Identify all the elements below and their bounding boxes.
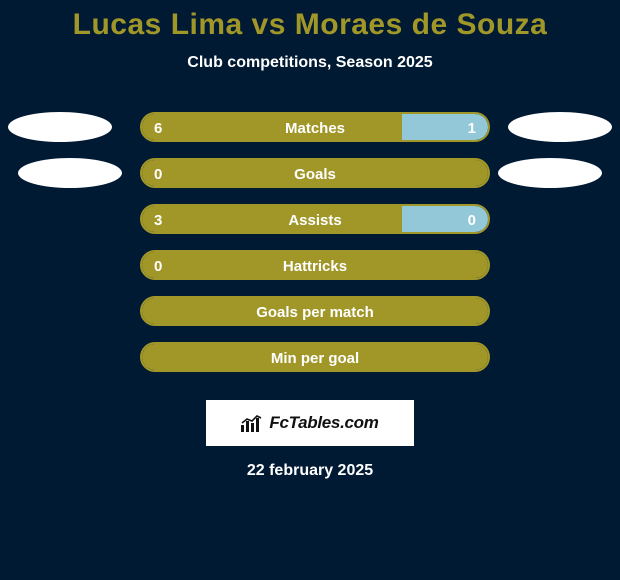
stat-bar: Min per goal [140,342,490,372]
chart-icon [241,414,263,432]
bar-left-fill [142,160,488,186]
bar-left-fill [142,206,402,232]
comparison-infographic: Lucas Lima vs Moraes de Souza Club compe… [0,0,620,580]
stat-row: Hattricks 0 [0,250,620,280]
bar-left-fill [142,114,402,140]
player-right-badge [498,158,602,188]
stat-bar: Assists 3 0 [140,204,490,234]
bar-right-fill [402,114,489,140]
stat-bar: Goals per match [140,296,490,326]
page-subtitle: Club competitions, Season 2025 [187,54,432,72]
player-right-badge [508,112,612,142]
page-title: Lucas Lima vs Moraes de Souza [73,8,548,42]
bar-left-fill [142,344,488,370]
stat-bar: Matches 6 1 [140,112,490,142]
player-left-badge [18,158,122,188]
stat-bar: Goals 0 [140,158,490,188]
stat-row: Min per goal [0,342,620,372]
bar-left-fill [142,298,488,324]
date-label: 22 february 2025 [247,462,373,480]
stat-row: Assists 3 0 [0,204,620,234]
brand-text: FcTables.com [269,413,378,433]
stat-rows: Matches 6 1 Goals 0 Assists 3 [0,112,620,388]
player-left-badge [8,112,112,142]
bar-left-fill [142,252,488,278]
stat-row: Matches 6 1 [0,112,620,142]
stat-row: Goals per match [0,296,620,326]
stat-row: Goals 0 [0,158,620,188]
stat-bar: Hattricks 0 [140,250,490,280]
bar-right-fill [402,206,489,232]
brand-badge: FcTables.com [206,400,414,446]
